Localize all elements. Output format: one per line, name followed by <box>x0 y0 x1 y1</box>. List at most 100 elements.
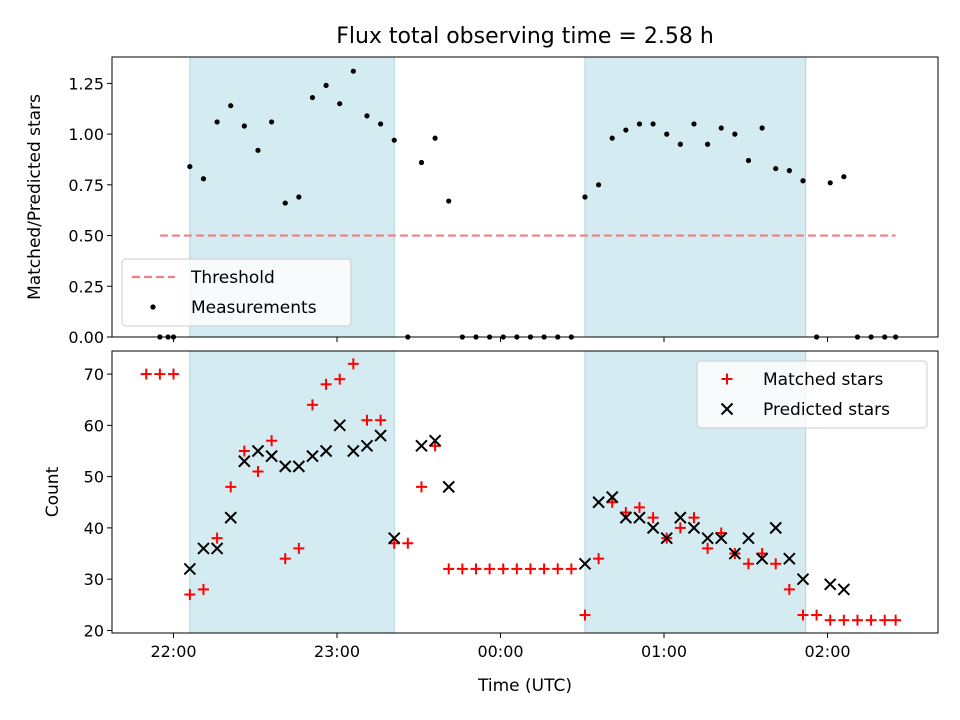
y-tick-label-4: 1.00 <box>68 125 104 144</box>
x-tick-label-1: 23:00 <box>314 642 360 661</box>
data-point-1-5 <box>251 444 265 458</box>
data-point-1-23 <box>633 511 646 524</box>
ratio-ylabel: Matched/Predicted stars <box>25 94 45 300</box>
data-point-1-16 <box>415 439 428 453</box>
data-point-0-35 <box>620 507 632 519</box>
data-point-0-21 <box>429 440 441 452</box>
data-point-0-9 <box>266 435 278 447</box>
data-point-1-20-b <box>592 496 605 509</box>
data-point-1-14-b <box>374 429 387 442</box>
count-axes-frame <box>111 350 939 634</box>
data-point-0-13 <box>323 82 329 89</box>
data-point-0-13 <box>320 378 332 390</box>
data-point-1-9 <box>306 449 319 463</box>
data-point-1-3-b <box>224 511 237 524</box>
data-point-1-8 <box>292 460 306 473</box>
data-point-1-36 <box>824 578 837 591</box>
shaded-interval-0 <box>189 350 395 634</box>
data-point-0-17 <box>378 121 384 127</box>
data-point-0-42 <box>718 125 724 131</box>
y-tick-label-0: 20 <box>84 621 104 640</box>
y-tick-label-4: 60 <box>84 416 104 435</box>
data-point-0-41 <box>705 141 711 147</box>
data-point-0-1 <box>154 368 166 380</box>
data-point-1-12 <box>347 444 360 458</box>
data-point-0-7 <box>241 123 247 129</box>
data-point-0-9 <box>269 119 275 125</box>
data-point-0-12 <box>309 94 316 101</box>
data-point-0-41 <box>702 542 714 554</box>
data-point-0-32 <box>582 194 588 200</box>
predicted-legend-swatch <box>720 402 734 416</box>
data-point-0-6 <box>228 103 234 109</box>
data-point-0-14 <box>334 373 346 385</box>
count-x-ticks: 22:00 23:00 00:00 01:00 02:00 <box>150 633 851 661</box>
data-point-1-13 <box>360 439 374 453</box>
y-tick-label-2: 0.50 <box>68 227 104 246</box>
data-point-1-18-b <box>442 480 455 494</box>
count-ylabel: Count <box>43 466 63 517</box>
data-point-1-36-b <box>824 578 837 591</box>
data-point-0-5 <box>211 532 223 544</box>
data-point-0-3 <box>187 163 193 170</box>
data-point-1-8-b <box>292 460 306 473</box>
data-point-0-16 <box>364 113 370 119</box>
data-point-1-34-b <box>783 552 796 565</box>
ratio-y-ticks: 0.00 0.25 0.50 0.75 1.00 1.25 <box>68 74 112 347</box>
ratio-legend-box <box>121 258 352 327</box>
data-point-0-7 <box>238 445 250 457</box>
data-point-0-12 <box>306 399 318 411</box>
count-legend: Matched stars Predicted stars <box>696 360 928 429</box>
count-legend-box <box>696 360 928 429</box>
data-point-1-11 <box>333 419 346 432</box>
data-point-0-43 <box>732 131 738 137</box>
data-point-0-21 <box>432 135 438 141</box>
data-point-1-22-b <box>619 511 633 524</box>
data-point-1-35-b <box>796 572 810 586</box>
series-predicted-stars <box>183 419 851 596</box>
data-point-1-1-b <box>197 542 210 555</box>
data-point-0-4 <box>197 583 209 595</box>
data-point-1-15 <box>388 531 401 545</box>
data-point-0-34 <box>609 135 615 141</box>
data-point-1-32 <box>755 552 769 565</box>
y-tick-label-5: 1.25 <box>68 74 104 93</box>
data-point-1-31-b <box>742 531 755 545</box>
data-point-0-44 <box>745 157 752 164</box>
ratio-points <box>157 68 899 340</box>
data-point-1-11-b <box>333 419 346 432</box>
data-point-0-17 <box>375 414 387 426</box>
data-point-0-35 <box>623 127 629 133</box>
data-point-0-42 <box>715 527 727 539</box>
data-point-0-39 <box>674 522 686 534</box>
data-point-0-40 <box>691 121 697 127</box>
data-point-1-10-b <box>319 444 333 458</box>
data-point-1-0-b <box>183 562 197 576</box>
data-point-0-47 <box>783 583 795 595</box>
ratio-x-ticks <box>173 337 828 342</box>
data-point-0-30 <box>552 563 564 575</box>
data-point-0-54 <box>879 614 891 626</box>
data-point-0-45 <box>756 548 768 560</box>
data-point-0-40 <box>688 512 700 524</box>
data-point-0-31 <box>565 563 577 575</box>
data-point-1-27 <box>687 521 701 535</box>
data-point-1-19 <box>578 557 592 570</box>
data-point-1-26-b <box>674 511 687 524</box>
data-point-1-5-b <box>251 444 265 458</box>
data-point-0-50 <box>824 614 836 626</box>
x-tick-label-2: 00:00 <box>477 642 523 661</box>
data-point-1-33-b <box>769 521 782 535</box>
data-point-1-2-b <box>210 542 224 555</box>
y-tick-label-5: 70 <box>84 365 104 384</box>
data-point-0-36 <box>636 121 643 127</box>
count-y-ticks: 20 30 40 50 60 70 <box>84 365 112 640</box>
data-point-1-1 <box>197 542 210 555</box>
data-point-0-8 <box>255 147 261 153</box>
data-point-0-23 <box>456 563 468 575</box>
data-point-0-19 <box>402 537 414 549</box>
data-point-1-4-b <box>238 455 251 468</box>
data-point-0-46 <box>773 165 779 172</box>
data-point-0-8 <box>252 465 264 477</box>
data-point-1-27-b <box>687 521 701 535</box>
